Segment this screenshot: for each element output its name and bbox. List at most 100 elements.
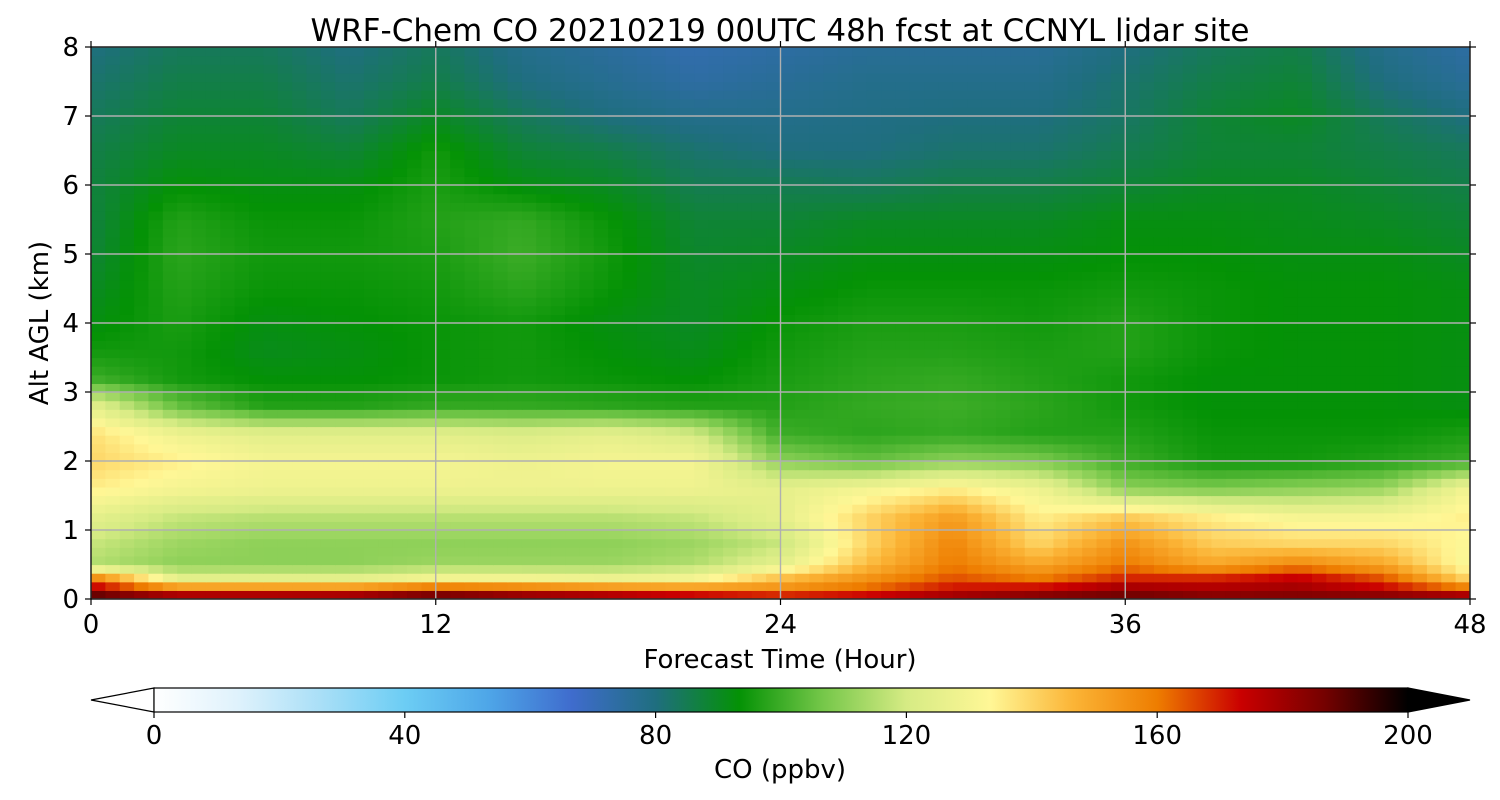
heatmap-cell bbox=[1383, 469, 1399, 479]
heatmap-cell bbox=[1369, 331, 1385, 341]
heatmap-cell bbox=[177, 323, 193, 333]
heatmap-cell bbox=[622, 564, 638, 574]
heatmap-cell bbox=[909, 236, 925, 246]
heatmap-cell bbox=[421, 478, 437, 488]
heatmap-cell bbox=[794, 219, 810, 229]
heatmap-cell bbox=[421, 271, 437, 281]
heatmap-cell bbox=[119, 417, 135, 428]
heatmap-cell bbox=[1455, 167, 1470, 177]
heatmap-cell bbox=[1311, 504, 1327, 514]
heatmap-cell bbox=[119, 348, 135, 359]
heatmap-cell bbox=[751, 305, 767, 315]
heatmap-cell bbox=[1082, 512, 1098, 522]
heatmap-cell bbox=[536, 581, 552, 591]
heatmap-cell bbox=[1053, 400, 1069, 410]
heatmap-cell bbox=[794, 357, 810, 367]
heatmap-cell bbox=[220, 219, 236, 229]
heatmap-cell bbox=[967, 581, 983, 591]
heatmap-cell bbox=[392, 486, 408, 497]
heatmap-cell bbox=[579, 159, 595, 169]
heatmap-cell bbox=[349, 555, 365, 566]
heatmap-cell bbox=[421, 435, 437, 445]
heatmap-cell bbox=[306, 176, 322, 186]
heatmap-cell bbox=[320, 581, 336, 591]
heatmap-cell bbox=[565, 383, 580, 393]
heatmap-cell bbox=[507, 305, 523, 315]
heatmap-cell bbox=[995, 400, 1011, 410]
heatmap-cell bbox=[134, 202, 150, 212]
heatmap-cell bbox=[622, 236, 638, 246]
heatmap-cell bbox=[1211, 521, 1227, 531]
heatmap-cell bbox=[234, 297, 250, 307]
heatmap-cell bbox=[335, 564, 351, 574]
heatmap-cell bbox=[938, 159, 954, 169]
heatmap-cell bbox=[895, 581, 911, 591]
heatmap-cell bbox=[1383, 555, 1399, 566]
heatmap-cell bbox=[191, 357, 207, 367]
heatmap-cell bbox=[694, 392, 710, 402]
heatmap-cell bbox=[1197, 573, 1213, 583]
heatmap-cell bbox=[981, 409, 997, 419]
heatmap-cell bbox=[780, 590, 796, 599]
heatmap-cell bbox=[1153, 417, 1169, 428]
heatmap-cell bbox=[852, 271, 868, 281]
heatmap-cell bbox=[938, 478, 954, 488]
heatmap-cell bbox=[450, 262, 466, 272]
heatmap-cell bbox=[119, 297, 135, 307]
heatmap-cell bbox=[909, 400, 925, 410]
heatmap-cell bbox=[952, 210, 968, 221]
heatmap-cell bbox=[306, 297, 322, 307]
heatmap-cell bbox=[234, 486, 250, 497]
heatmap-cell bbox=[981, 573, 997, 583]
heatmap-cell bbox=[837, 228, 853, 238]
heatmap-cell bbox=[119, 357, 135, 367]
heatmap-cell bbox=[1082, 435, 1098, 445]
heatmap-cell bbox=[191, 262, 207, 272]
heatmap-cell bbox=[536, 271, 552, 281]
heatmap-cell bbox=[881, 521, 897, 531]
heatmap-cell bbox=[780, 176, 796, 186]
heatmap-cell bbox=[608, 538, 624, 548]
heatmap-cell bbox=[536, 512, 552, 522]
heatmap-cell bbox=[1053, 193, 1069, 203]
heatmap-cell bbox=[1053, 159, 1069, 169]
heatmap-cell bbox=[1369, 443, 1385, 453]
heatmap-cell bbox=[507, 279, 523, 290]
heatmap-cell bbox=[349, 193, 365, 203]
heatmap-cell bbox=[378, 210, 394, 221]
heatmap-cell bbox=[134, 538, 150, 548]
heatmap-cell bbox=[1168, 193, 1184, 203]
heatmap-cell bbox=[536, 400, 552, 410]
heatmap-cell bbox=[1311, 219, 1327, 229]
heatmap-cell bbox=[967, 340, 983, 350]
heatmap-cell bbox=[924, 340, 940, 350]
heatmap-cell bbox=[335, 486, 351, 497]
heatmap-cell bbox=[1197, 288, 1213, 298]
heatmap-cell bbox=[335, 495, 351, 505]
heatmap-cell bbox=[1096, 417, 1112, 428]
heatmap-cell bbox=[349, 478, 365, 488]
heatmap-cell bbox=[148, 245, 164, 255]
heatmap-cell bbox=[895, 236, 911, 246]
heatmap-cell bbox=[450, 202, 466, 212]
heatmap-cell bbox=[665, 530, 681, 540]
heatmap-cell bbox=[1268, 228, 1284, 238]
heatmap-cell bbox=[1297, 469, 1313, 479]
heatmap-cell bbox=[435, 288, 451, 298]
heatmap-cell bbox=[105, 478, 121, 488]
heatmap-cell bbox=[1197, 555, 1213, 566]
heatmap-cell bbox=[1211, 573, 1227, 583]
heatmap-cell bbox=[766, 409, 782, 419]
heatmap-cell bbox=[1383, 452, 1399, 462]
heatmap-cell bbox=[263, 590, 279, 599]
heatmap-cell bbox=[723, 530, 738, 540]
heatmap-cell bbox=[1225, 202, 1241, 212]
heatmap-cell bbox=[349, 271, 365, 281]
heatmap-cell bbox=[378, 383, 394, 393]
heatmap-cell bbox=[205, 159, 221, 169]
heatmap-cell bbox=[148, 486, 164, 497]
heatmap-cell bbox=[536, 495, 552, 505]
heatmap-cell bbox=[1426, 469, 1442, 479]
heatmap-cell bbox=[1268, 357, 1284, 367]
heatmap-cell bbox=[1139, 305, 1155, 315]
